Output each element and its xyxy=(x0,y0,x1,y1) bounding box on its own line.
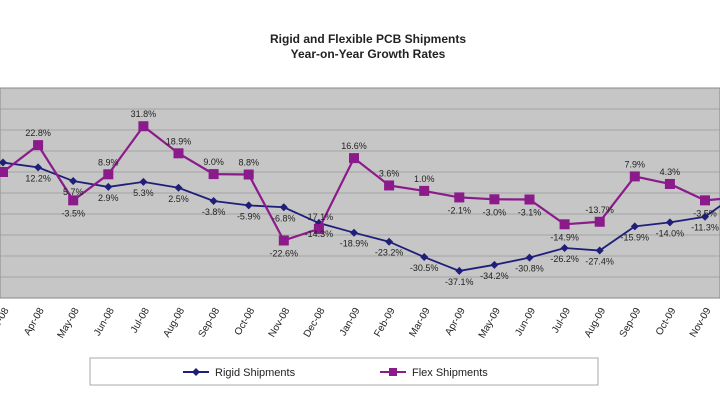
rigid-shipments-point xyxy=(560,244,569,253)
flex-shipments-data-label: 8.8% xyxy=(238,158,259,168)
rigid-shipments-data-label: -18.9% xyxy=(340,239,369,249)
rigid-shipments-data-label: -30.8% xyxy=(515,264,544,274)
flex-shipments-point xyxy=(243,169,254,180)
rigid-shipments-point xyxy=(385,237,394,246)
rigid-shipments-point xyxy=(244,201,253,210)
flex-shipments-point xyxy=(524,194,535,205)
rigid-shipments-point xyxy=(350,228,358,237)
flex-shipments-point xyxy=(138,121,149,132)
rigid-shipments-point xyxy=(174,183,183,192)
rigid-shipments-data-label: 12.2% xyxy=(25,173,51,183)
chart-title: Rigid and Flexible PCB Shipments xyxy=(270,32,466,46)
flex-shipments-data-label: -3.5% xyxy=(61,208,85,218)
rigid-shipments-point xyxy=(209,196,218,205)
rigid-shipments-point xyxy=(420,253,429,262)
rigid-shipments-point xyxy=(104,182,113,191)
flex-shipments-point xyxy=(313,223,324,234)
flex-shipments-point xyxy=(103,169,114,180)
flex-shipments-point xyxy=(349,153,359,164)
point-labels: 12.2% 5.7% 2.9% 5.3% 2.5% -3.8% -5.9% -6.8% -14.… xyxy=(25,109,719,287)
flex-shipments-data-label: -13.7% xyxy=(585,205,614,215)
rigid-shipments-data-label: -15.9% xyxy=(621,232,650,242)
flex-shipments-data-label: -3.1% xyxy=(518,208,542,218)
flex-shipments-data-label: -22.6% xyxy=(270,248,299,258)
rigid-shipments-data-label: -37.1% xyxy=(445,277,474,287)
rigid-shipments-point xyxy=(630,222,639,231)
rigid-shipments-point xyxy=(69,177,78,186)
flex-shipments-data-label: 16.6% xyxy=(341,141,367,151)
flex-shipments-point xyxy=(33,140,44,151)
rigid-shipments-point xyxy=(0,158,7,167)
rigid-shipments-data-label: 5.7% xyxy=(63,187,84,197)
flex-shipments-data-label: 7.9% xyxy=(625,159,646,169)
flex-shipments-data-label: -3.5% xyxy=(693,208,717,218)
flex-shipments-data-label: 9.0% xyxy=(203,157,224,167)
flex-shipments-data-label: 18.9% xyxy=(166,136,192,146)
legend-label-flex-shipments: Flex Shipments xyxy=(412,367,488,379)
legend-box xyxy=(89,357,599,386)
flex-shipments-point xyxy=(664,178,675,189)
rigid-shipments-data-label: -5.9% xyxy=(237,211,261,221)
flex-shipments-data-label: -3.0% xyxy=(483,207,507,217)
flex-shipments-data-label: 1.0% xyxy=(414,174,435,184)
chart-subtitle: Year-on-Year Growth Rates xyxy=(291,47,446,61)
rigid-shipments-point xyxy=(525,253,534,262)
flex-shipments-point xyxy=(0,167,8,177)
flex-shipments-data-label: -14.9% xyxy=(550,232,579,242)
flex-shipments-point xyxy=(419,185,430,196)
rigid-shipments-data-label: -23.2% xyxy=(375,248,404,258)
flex-shipments-data-label: 31.8% xyxy=(131,109,157,119)
rigid-shipments-data-label: -34.2% xyxy=(480,271,509,281)
flex-shipments-data-label: 4.3% xyxy=(660,167,681,177)
rigid-shipments-point xyxy=(139,177,148,186)
flex-shipments-point xyxy=(629,171,640,182)
rigid-shipments-data-label: -11.3% xyxy=(691,223,719,233)
rigid-shipments-point xyxy=(279,203,288,212)
flex-shipments-point xyxy=(489,194,500,205)
rigid-shipments-point xyxy=(490,260,499,269)
flex-shipments-data-label: 8.9% xyxy=(98,157,119,167)
flex-shipments-point xyxy=(173,148,184,159)
flex-shipments-point xyxy=(454,192,465,203)
flex-shipments-point xyxy=(700,195,710,206)
flex-shipments-point xyxy=(208,169,219,180)
flex-shipments-data-label: 3.6% xyxy=(379,168,400,178)
rigid-shipments-data-label: 2.5% xyxy=(168,194,189,204)
flex-shipments-data-label: -2.1% xyxy=(448,205,472,215)
flex-shipments-point xyxy=(594,216,605,227)
legend-swatch-marker xyxy=(192,368,200,376)
rigid-shipments-point xyxy=(595,246,604,255)
flex-shipments-point xyxy=(384,180,395,191)
legend-swatch-marker xyxy=(389,368,397,376)
rigid-shipments-data-label: -14.3% xyxy=(305,229,334,239)
legend: Rigid Shipments Flex Shipments xyxy=(89,357,599,386)
rigid-shipments-data-label: -6.8% xyxy=(272,213,296,223)
rigid-shipments-data-label: 2.9% xyxy=(98,193,119,203)
grid-lines xyxy=(0,108,720,278)
flex-shipments-line xyxy=(2,124,720,242)
rigid-shipments-data-label: -30.5% xyxy=(410,263,439,273)
flex-shipments-data-label: 22.8% xyxy=(25,128,51,138)
rigid-shipments-data-label: -14.0% xyxy=(656,228,685,238)
rigid-shipments-point xyxy=(455,266,464,275)
rigid-shipments-point xyxy=(34,163,43,172)
flex-shipments-data-label: -17.1% xyxy=(305,212,334,222)
series-layer xyxy=(0,121,720,275)
flex-shipments-point xyxy=(278,235,289,246)
rigid-shipments-point xyxy=(665,218,674,227)
legend-label-rigid-shipments: Rigid Shipments xyxy=(215,367,296,379)
flex-shipments-point xyxy=(559,219,570,230)
flex-shipments-point xyxy=(68,195,79,206)
rigid-shipments-data-label: -26.2% xyxy=(550,254,579,264)
rigid-shipments-data-label: -3.8% xyxy=(202,207,226,217)
rigid-shipments-data-label: -27.4% xyxy=(585,257,614,267)
rigid-shipments-data-label: 5.3% xyxy=(133,188,154,198)
rigid-shipments-point xyxy=(701,212,709,221)
rigid-shipments-line xyxy=(2,161,720,272)
